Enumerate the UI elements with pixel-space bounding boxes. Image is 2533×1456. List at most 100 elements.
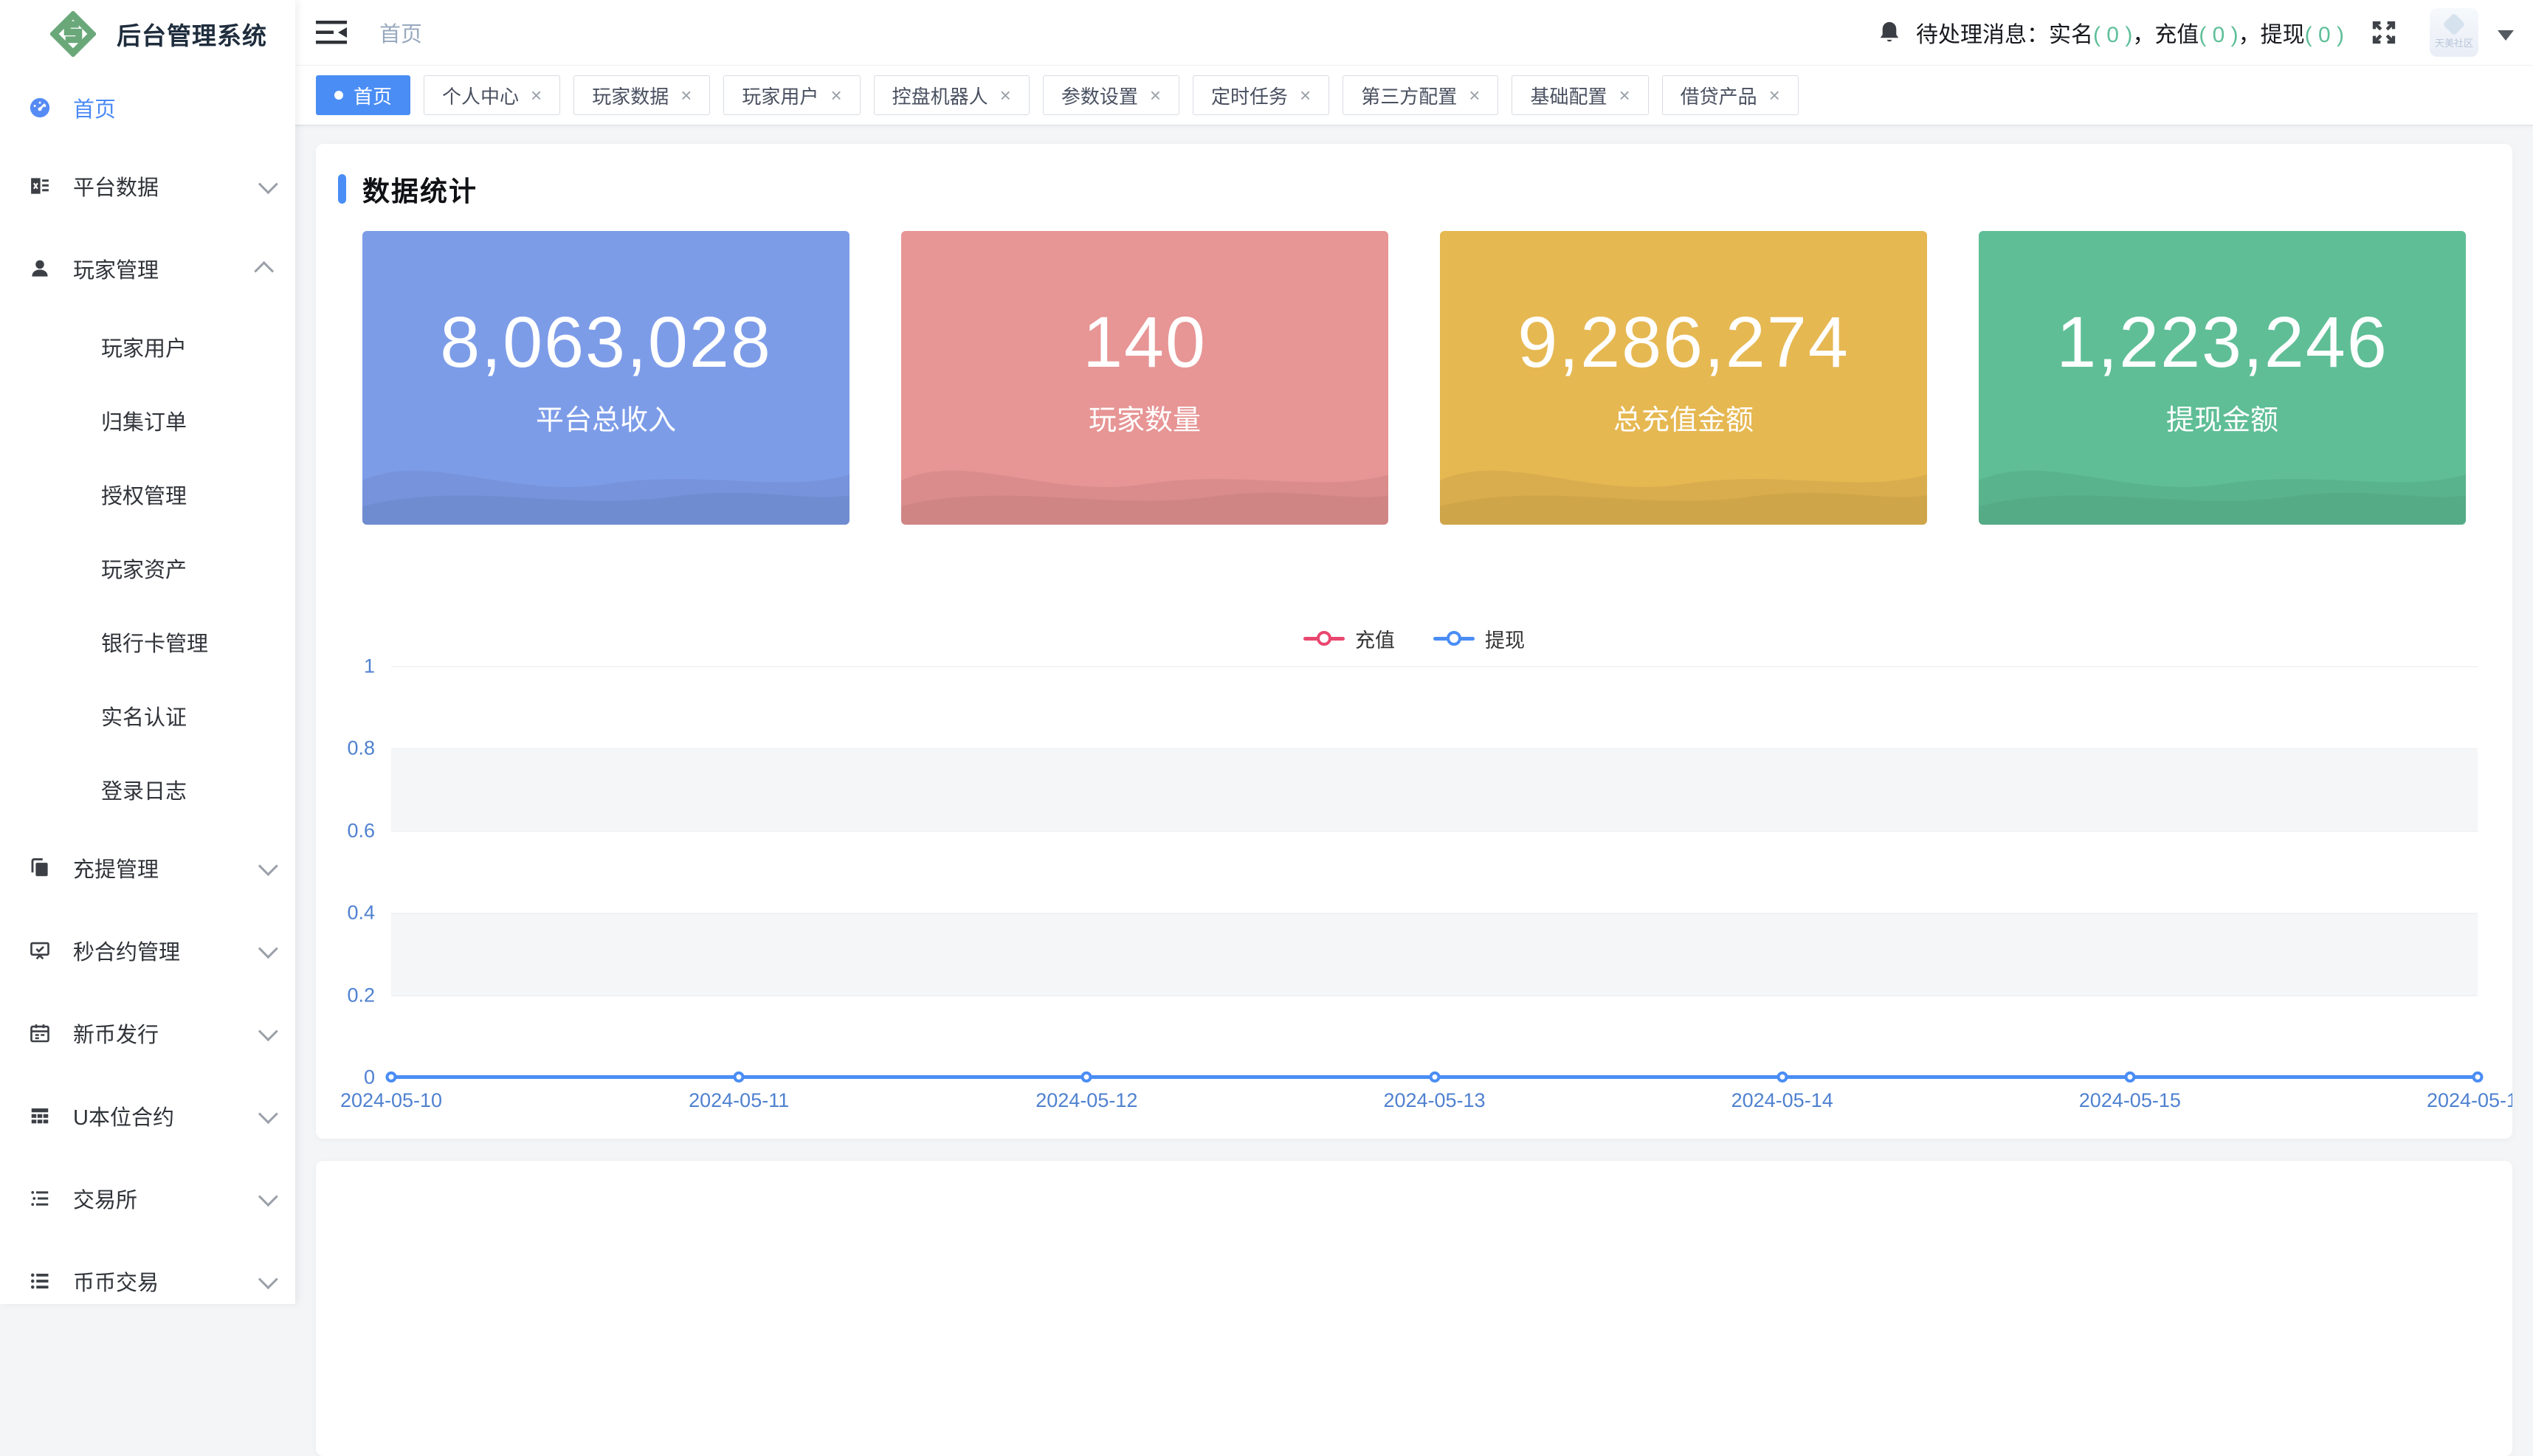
notice-count-deposit[interactable]: ( 0 ) bbox=[2199, 23, 2239, 47]
data-point[interactable] bbox=[2124, 1071, 2136, 1083]
sidebar-item-exchange[interactable]: 交易所 bbox=[0, 1157, 295, 1240]
tab-market-robot[interactable]: 控盘机器人 × bbox=[873, 75, 1030, 115]
data-point[interactable] bbox=[2472, 1071, 2484, 1083]
close-icon[interactable]: × bbox=[680, 84, 692, 106]
sidebar-menu: 首页 平台数据 玩家管理 玩家用户 归集订单 授权管理 玩家资产 银行卡管理 实… bbox=[0, 68, 295, 1322]
fullscreen-icon[interactable] bbox=[2369, 18, 2399, 47]
legend-line-marker-icon bbox=[1303, 631, 1345, 646]
tab-home[interactable]: 首页 bbox=[316, 75, 411, 115]
sidebar-item-label: U本位合约 bbox=[73, 1106, 174, 1130]
sidebar-item-second-contract[interactable]: 秒合约管理 bbox=[0, 909, 295, 992]
bell-icon[interactable] bbox=[1876, 19, 1903, 46]
stat-value: 9,286,274 bbox=[1517, 301, 1850, 382]
line-chart-plot: 1 0.8 0.6 0.4 0.2 0 2024-05-10 2024-05-1… bbox=[340, 655, 2512, 1112]
sidebar-item-deposit-withdraw[interactable]: 充提管理 bbox=[0, 827, 295, 909]
list-icon bbox=[27, 1269, 52, 1294]
sidebar-subitem-collection-orders[interactable]: 归集订单 bbox=[101, 411, 187, 435]
close-icon[interactable]: × bbox=[1300, 84, 1312, 106]
top-header: 首页 待处理消息：实名( 0 )，充值( 0 )，提现( 0 ) 天美社区 bbox=[295, 0, 2533, 66]
dashboard-icon bbox=[27, 95, 52, 120]
close-icon[interactable]: × bbox=[531, 84, 542, 106]
sidebar-subitem-login-logs[interactable]: 登录日志 bbox=[101, 780, 187, 804]
notice-separator: ， bbox=[2238, 23, 2261, 47]
data-point[interactable] bbox=[385, 1071, 397, 1083]
chevron-down-icon bbox=[258, 1269, 278, 1289]
tab-label: 首页 bbox=[354, 85, 393, 108]
sidebar-item-label: 秒合约管理 bbox=[73, 941, 181, 965]
sidebar-subitem-player-users[interactable]: 玩家用户 bbox=[101, 337, 187, 361]
notice-count-withdraw[interactable]: ( 0 ) bbox=[2304, 23, 2344, 47]
fold-menu-icon[interactable] bbox=[316, 20, 347, 45]
avatar[interactable]: 天美社区 bbox=[2430, 8, 2478, 57]
x-axis-tick: 2024-05-10 bbox=[340, 1089, 443, 1111]
tab-basic-config[interactable]: 基础配置 × bbox=[1512, 75, 1649, 115]
sidebar-item-label: 币币交易 bbox=[73, 1272, 159, 1295]
tab-third-party[interactable]: 第三方配置 × bbox=[1343, 75, 1499, 115]
sidebar-subitem-player-assets[interactable]: 玩家资产 bbox=[101, 559, 187, 582]
x-axis-tick: 2024-05-15 bbox=[2078, 1089, 2181, 1111]
calendar-icon bbox=[27, 1021, 52, 1046]
legend-label: 充值 bbox=[1355, 629, 1395, 652]
sidebar-item-label: 充提管理 bbox=[73, 858, 159, 882]
x-axis-tick: 2024-05-12 bbox=[1035, 1089, 1138, 1111]
active-dot-icon bbox=[334, 91, 343, 100]
stat-label: 平台总收入 bbox=[535, 404, 676, 436]
stats-panel: 数据统计 8,063,028 平台总收入 140 玩家数量 9,286,274 … bbox=[316, 144, 2512, 1139]
user-icon bbox=[27, 256, 52, 281]
header-actions: 待处理消息：实名( 0 )，充值( 0 )，提现( 0 ) 天美社区 bbox=[1876, 8, 2533, 57]
x-axis-tick: 2024-05-13 bbox=[1383, 1089, 1486, 1111]
close-icon[interactable]: × bbox=[999, 84, 1011, 106]
data-point[interactable] bbox=[1081, 1071, 1092, 1083]
caret-down-icon[interactable] bbox=[2498, 30, 2514, 41]
logo-icon bbox=[50, 11, 96, 57]
close-icon[interactable]: × bbox=[1768, 84, 1780, 106]
sidebar-item-home[interactable]: 首页 bbox=[0, 71, 295, 145]
close-icon[interactable]: × bbox=[1149, 84, 1162, 106]
tab-label: 基础配置 bbox=[1530, 85, 1607, 108]
notice-label-withdraw[interactable]: 提现 bbox=[2260, 23, 2305, 47]
tab-profile[interactable]: 个人中心 × bbox=[424, 75, 561, 115]
notice-count-kyc[interactable]: ( 0 ) bbox=[2092, 23, 2133, 47]
chevron-down-icon bbox=[258, 173, 278, 194]
tab-label: 定时任务 bbox=[1211, 85, 1289, 108]
list-menu-icon bbox=[27, 1186, 52, 1211]
close-icon[interactable]: × bbox=[1619, 84, 1630, 106]
tab-parameters[interactable]: 参数设置 × bbox=[1042, 75, 1180, 115]
tab-loan-products[interactable]: 借贷产品 × bbox=[1661, 75, 1799, 115]
tab-player-data[interactable]: 玩家数据 × bbox=[573, 75, 711, 115]
tab-player-users[interactable]: 玩家用户 × bbox=[723, 75, 861, 115]
sidebar-item-player-mgmt[interactable]: 玩家管理 bbox=[0, 227, 295, 310]
notice-label-kyc[interactable]: 实名 bbox=[2048, 23, 2093, 47]
tab-scheduled-tasks[interactable]: 定时任务 × bbox=[1193, 75, 1330, 115]
legend-item-deposit[interactable]: 充值 bbox=[1303, 624, 1395, 653]
tab-label: 玩家用户 bbox=[742, 85, 819, 108]
sidebar-item-spot-trade[interactable]: 币币交易 bbox=[0, 1240, 295, 1322]
sidebar-subitem-kyc[interactable]: 实名认证 bbox=[101, 706, 187, 730]
section-header: 数据统计 bbox=[338, 169, 2512, 209]
split-area bbox=[391, 995, 2478, 1077]
sidebar-item-label: 玩家管理 bbox=[73, 259, 159, 283]
sidebar-item-label: 新币发行 bbox=[73, 1024, 159, 1047]
stat-card-player-count: 140 玩家数量 bbox=[901, 231, 1388, 525]
y-axis-tick: 1 bbox=[363, 655, 375, 677]
sidebar-item-platform-data[interactable]: 平台数据 bbox=[0, 145, 295, 227]
pending-messages: 待处理消息：实名( 0 )，充值( 0 )，提现( 0 ) bbox=[1916, 16, 2344, 49]
sidebar-subitem-authorization[interactable]: 授权管理 bbox=[101, 485, 187, 508]
close-icon[interactable]: × bbox=[1469, 84, 1481, 106]
notice-label-deposit[interactable]: 充值 bbox=[2154, 23, 2199, 47]
data-point[interactable] bbox=[733, 1071, 745, 1083]
split-area bbox=[391, 748, 2478, 831]
legend-item-withdraw[interactable]: 提现 bbox=[1433, 624, 1525, 653]
sidebar-item-new-coin[interactable]: 新币发行 bbox=[0, 992, 295, 1074]
data-point[interactable] bbox=[1776, 1071, 1788, 1083]
data-point[interactable] bbox=[1429, 1071, 1440, 1083]
sidebar-item-usdt-contract[interactable]: U本位合约 bbox=[0, 1074, 295, 1157]
chevron-down-icon bbox=[258, 855, 278, 876]
sidebar-subitem-bank-cards[interactable]: 银行卡管理 bbox=[101, 632, 209, 656]
stat-label: 总充值金额 bbox=[1613, 404, 1754, 436]
grid-icon bbox=[27, 1103, 52, 1128]
close-icon[interactable]: × bbox=[830, 84, 842, 106]
stat-value: 8,063,028 bbox=[440, 301, 772, 382]
breadcrumb[interactable]: 首页 bbox=[379, 23, 423, 46]
y-axis-tick: 0.4 bbox=[347, 901, 375, 924]
